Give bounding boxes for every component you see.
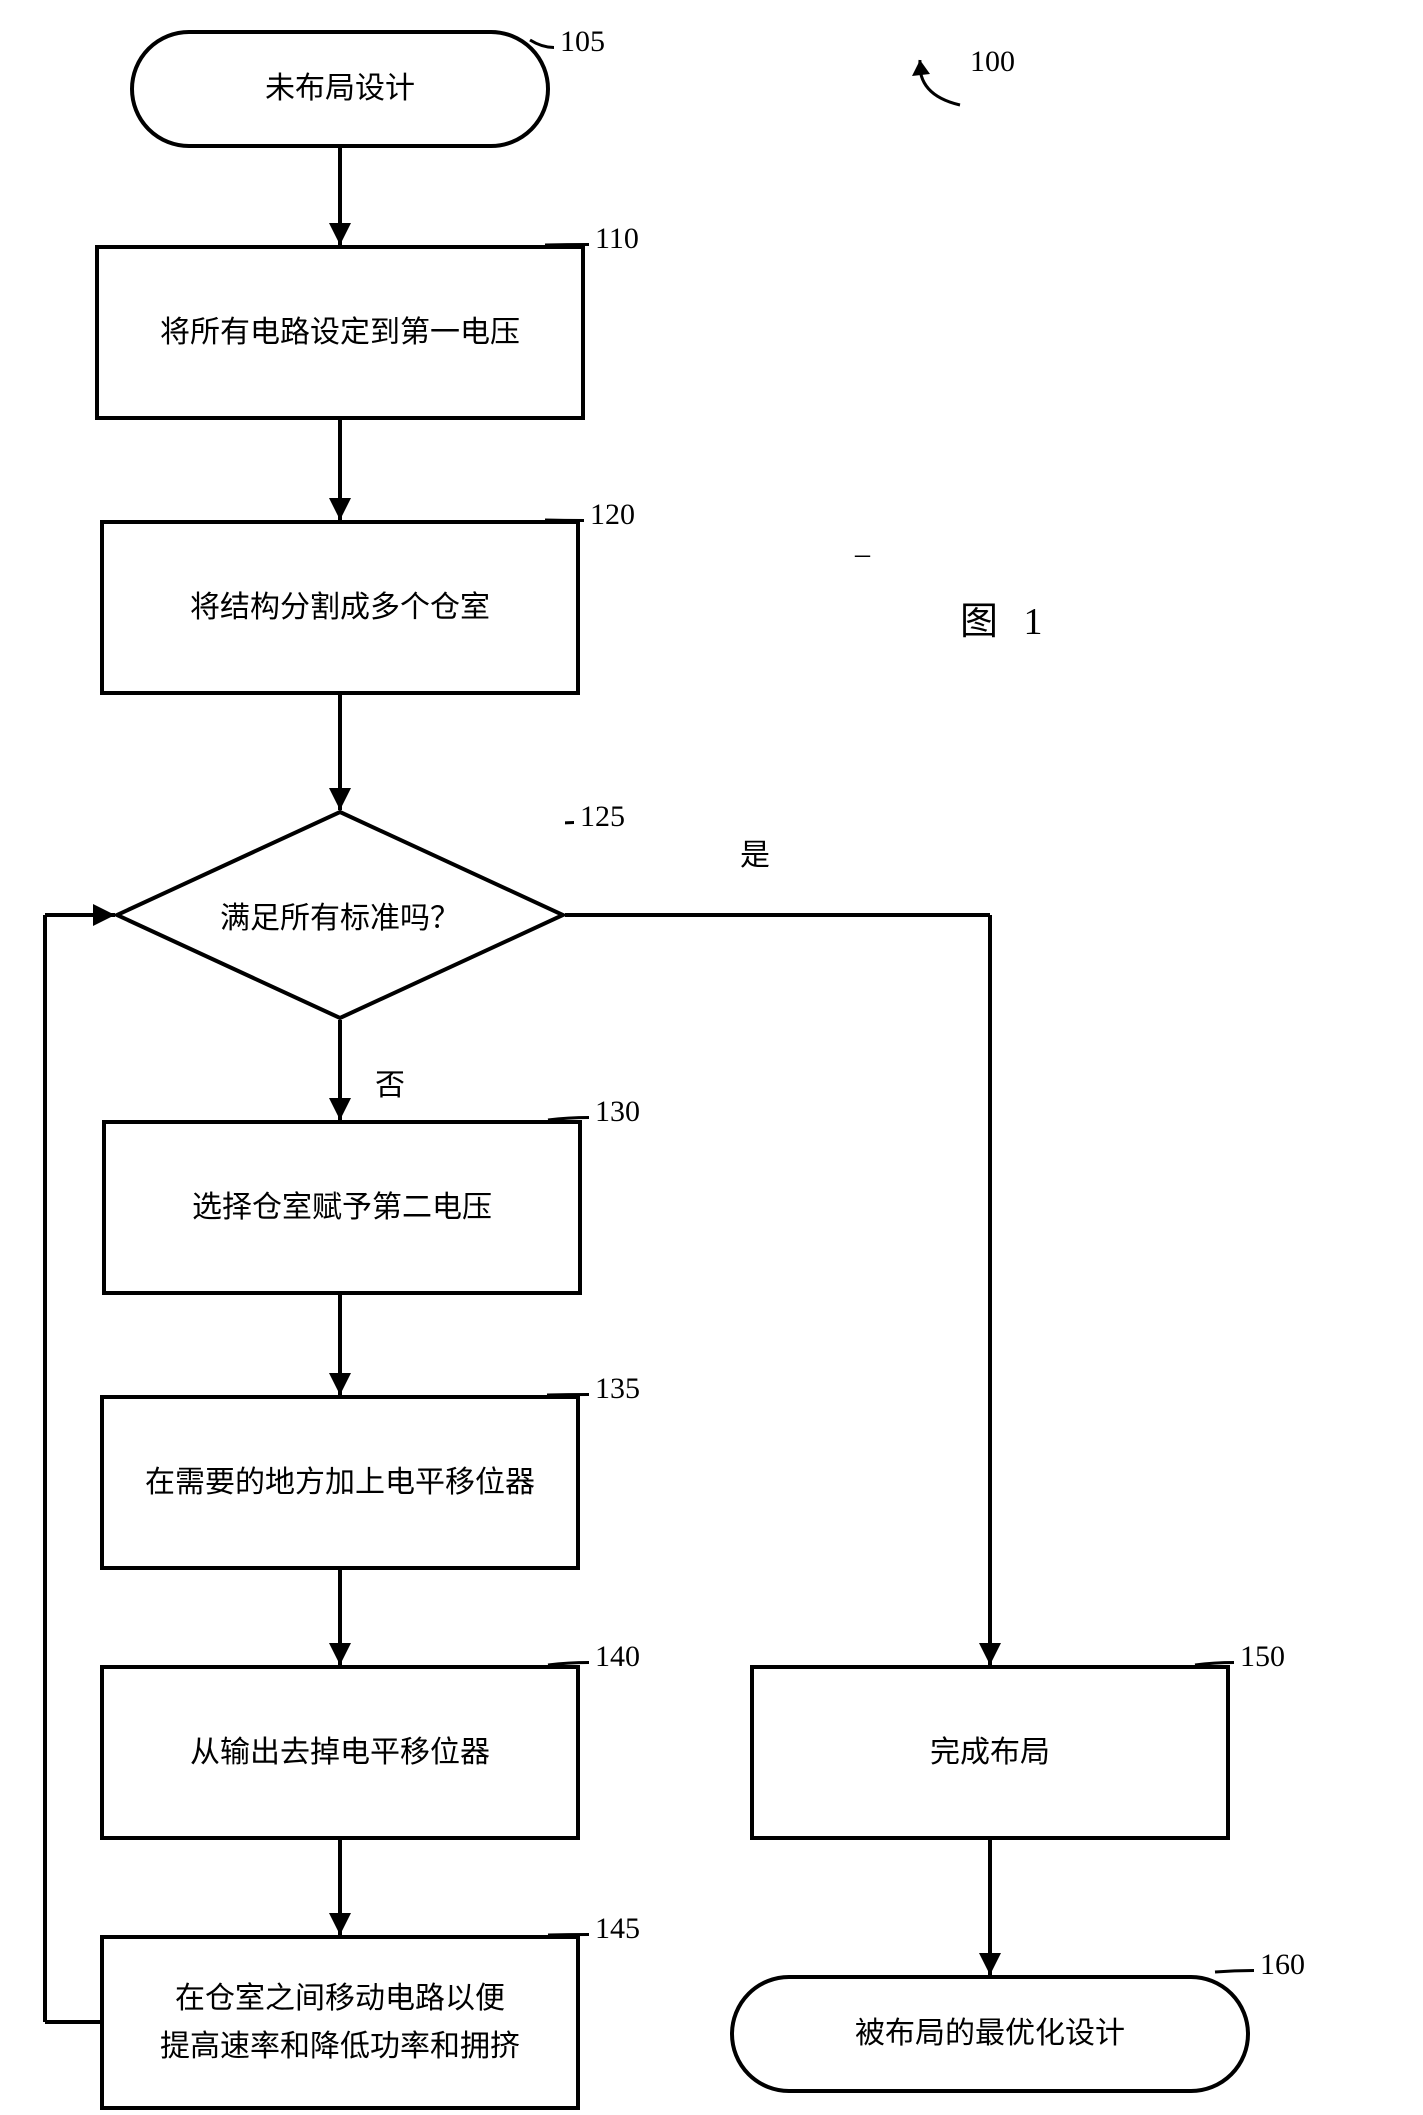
ref-n120: 120 bbox=[590, 498, 635, 532]
ref-100: 100 bbox=[970, 45, 1015, 79]
ref-n140: 140 bbox=[595, 1640, 640, 1674]
process-n120: 将结构分割成多个仓室 bbox=[100, 520, 580, 695]
process-n135: 在需要的地方加上电平移位器 bbox=[100, 1395, 580, 1570]
branch-yes: 是 bbox=[740, 830, 770, 874]
ref-n105: 105 bbox=[560, 25, 605, 59]
figure-label: 图 1 bbox=[960, 590, 1051, 645]
process-n150: 完成布局 bbox=[750, 1665, 1230, 1840]
process-n145: 在仓室之间移动电路以便 提高速率和降低功率和拥挤 bbox=[100, 1935, 580, 2110]
process-n110: 将所有电路设定到第一电压 bbox=[95, 245, 585, 420]
process-n140: 从输出去掉电平移位器 bbox=[100, 1665, 580, 1840]
process-n130: 选择仓室赋予第二电压 bbox=[102, 1120, 582, 1295]
node-text: 满足所有标准吗？ bbox=[220, 893, 460, 937]
branch-no: 否 bbox=[375, 1060, 405, 1104]
flowchart-canvas: 图 1 100 是 否 – 未布局设计 105 将所有电路设定到第一电压 110 将结构… bbox=[0, 0, 1423, 2115]
ref-n145: 145 bbox=[595, 1912, 640, 1946]
ref-n110: 110 bbox=[595, 222, 639, 256]
ref-n130: 130 bbox=[595, 1095, 640, 1129]
terminator-n160: 被布局的最优化设计 bbox=[730, 1975, 1250, 2093]
ref-n150: 150 bbox=[1240, 1640, 1285, 1674]
stray-dash: – bbox=[855, 537, 870, 571]
ref-n125: 125 bbox=[580, 800, 625, 834]
ref-n135: 135 bbox=[595, 1372, 640, 1406]
terminator-n105: 未布局设计 bbox=[130, 30, 550, 148]
ref-n160: 160 bbox=[1260, 1948, 1305, 1982]
decision-n125: 满足所有标准吗？ bbox=[115, 810, 565, 1020]
